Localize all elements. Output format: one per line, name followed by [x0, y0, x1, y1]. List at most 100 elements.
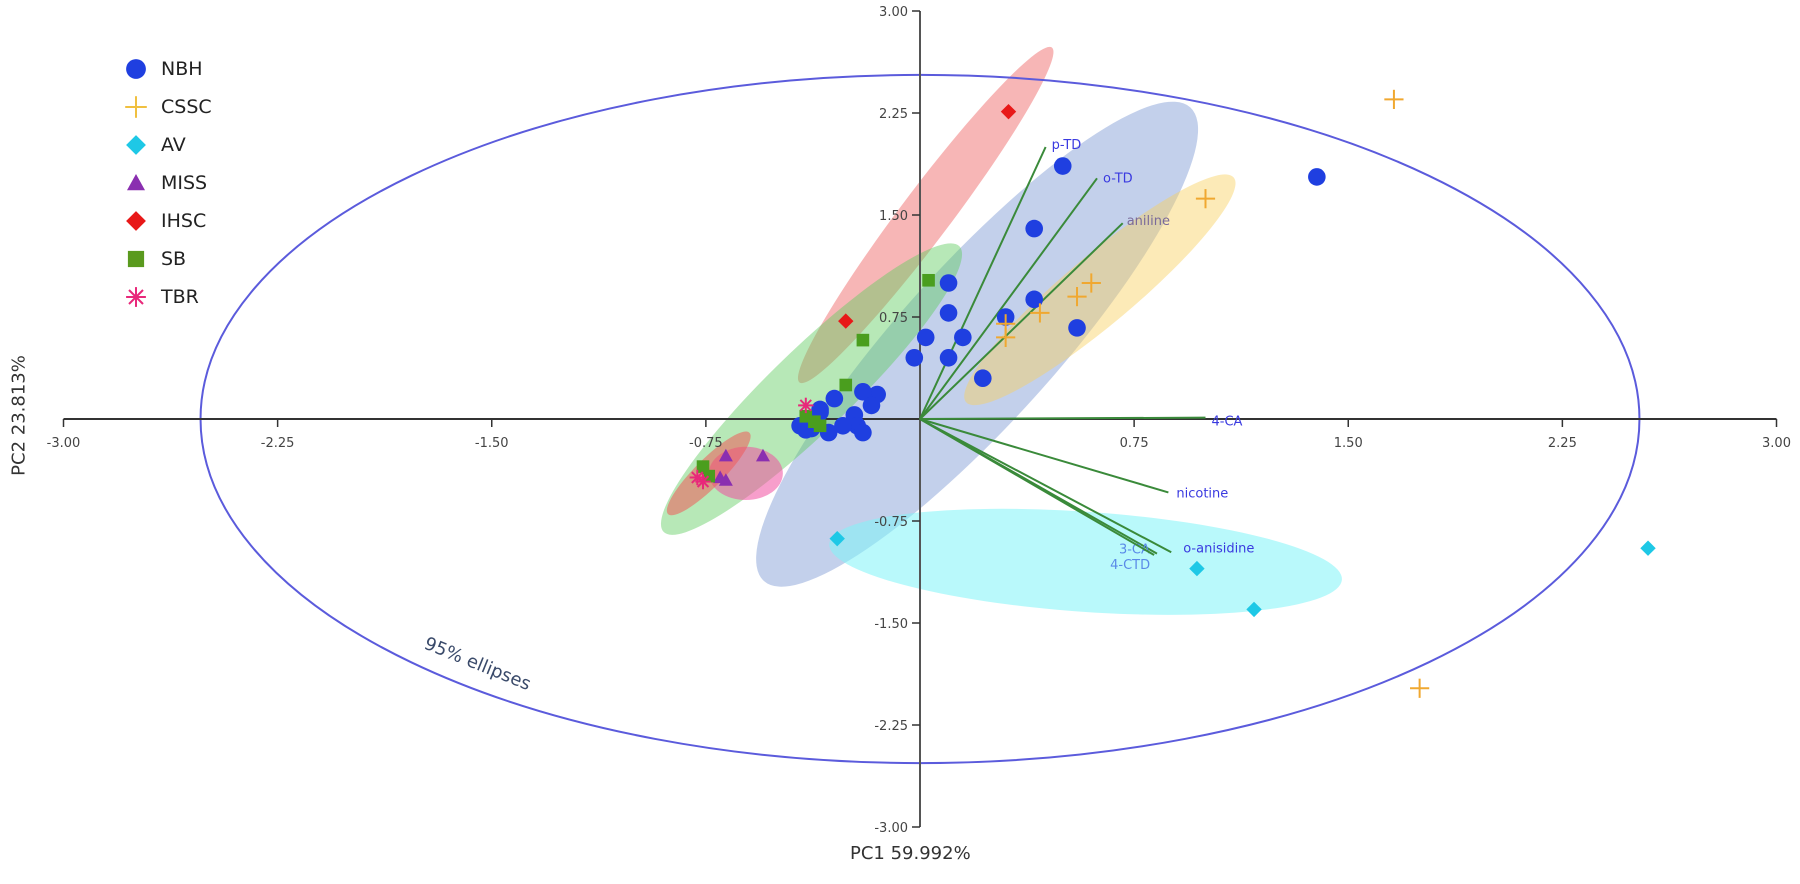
ellipse-nbh: [756, 101, 1199, 587]
asterisk-marker-icon: [125, 286, 147, 308]
x-tick-label: -0.75: [689, 436, 723, 451]
y-tick-label: -3.00: [874, 821, 908, 836]
loading-line: [919, 146, 1047, 420]
point-miss: [718, 448, 733, 462]
loading-label: nicotine: [1176, 486, 1228, 501]
legend-label: SB: [161, 248, 187, 270]
point-tbr: [695, 473, 711, 490]
ellipse-annotation: 95% ellipses: [421, 633, 534, 695]
loading-label: 3-CA: [1119, 543, 1150, 558]
point-sb: [696, 460, 710, 473]
point-cssc: [996, 327, 1016, 347]
plus-marker-icon: [125, 96, 147, 118]
point-sb: [922, 273, 935, 287]
point-av: [1246, 601, 1262, 618]
loading-line: [919, 416, 1206, 420]
point-nbh: [1025, 219, 1043, 238]
point-nbh: [825, 389, 844, 408]
point-cssc: [1067, 287, 1087, 307]
x-tick-label: -3.00: [47, 436, 81, 451]
y-tick-label: 3.00: [879, 5, 908, 20]
loading-line: [919, 222, 1124, 420]
point-miss: [713, 470, 728, 484]
diamond-marker-icon: [125, 210, 147, 232]
point-nbh: [939, 349, 958, 367]
legend-item-av: AV: [125, 126, 212, 164]
x-tick-label: 3.00: [1762, 436, 1791, 451]
point-av: [1189, 560, 1205, 577]
legend-item-ihsc: IHSC: [125, 202, 212, 240]
x-tick-label: -1.50: [475, 436, 509, 451]
point-nbh: [862, 396, 881, 415]
y-tick-label: 0.75: [879, 311, 908, 326]
triangle-marker-icon: [125, 172, 147, 194]
legend-item-cssc: CSSC: [125, 88, 212, 126]
point-cssc: [1195, 189, 1216, 209]
circle-marker-icon: [125, 58, 147, 80]
point-nbh: [1308, 168, 1326, 186]
point-nbh: [1025, 290, 1043, 309]
loading-label: 4-CTD: [1110, 558, 1150, 573]
legend-label: MISS: [161, 172, 208, 194]
y-tick-label: -2.25: [874, 719, 908, 734]
point-nbh: [916, 328, 935, 347]
point-nbh: [834, 417, 852, 435]
point-nbh: [954, 328, 972, 347]
point-miss: [755, 448, 770, 462]
point-nbh: [1068, 319, 1086, 337]
point-sb: [856, 333, 870, 347]
point-nbh: [939, 304, 958, 322]
point-nbh: [974, 369, 992, 388]
data-points: [689, 89, 1656, 698]
ellipse-ihsc: [797, 46, 1054, 384]
legend-item-miss: MISS: [125, 164, 212, 202]
loading-line: [919, 418, 1155, 556]
legend-item-nbh: NBH: [125, 50, 212, 88]
y-tick-label: 2.25: [879, 107, 908, 122]
legend-label: CSSC: [161, 96, 212, 118]
point-nbh: [854, 423, 872, 442]
point-sb: [813, 419, 827, 433]
point-av: [1640, 540, 1656, 556]
loading-label: p-TD: [1052, 138, 1082, 153]
loading-label: aniline: [1127, 214, 1170, 229]
loading-line: [919, 418, 1172, 554]
point-nbh: [939, 274, 958, 292]
ellipse-av: [829, 508, 1342, 615]
x-tick-label: 1.50: [1334, 436, 1363, 451]
square-marker-icon: [125, 248, 147, 270]
loading-line: [919, 177, 1098, 420]
loading-label: o-TD: [1103, 171, 1133, 186]
point-tbr: [798, 397, 814, 414]
point-ihsc: [1000, 103, 1017, 120]
point-cssc: [1384, 89, 1404, 109]
legend-label: TBR: [161, 286, 199, 308]
group-ellipses: [660, 46, 1342, 615]
point-sb: [839, 378, 853, 392]
legend-label: NBH: [161, 58, 203, 80]
point-cssc: [1081, 273, 1101, 293]
x-tick-label: 0.75: [1120, 436, 1149, 451]
x-tick-label: -2.25: [261, 436, 295, 451]
loading-line: [919, 418, 1169, 494]
x-tick-label: 2.25: [1548, 436, 1577, 451]
point-nbh: [905, 349, 924, 367]
point-av: [829, 530, 845, 547]
loading-label: 4-CA: [1212, 415, 1243, 430]
y-tick-label: -0.75: [874, 515, 908, 530]
diamond-marker-icon: [125, 134, 147, 156]
y-tick-label: 1.50: [879, 209, 908, 224]
legend-label: AV: [161, 134, 186, 156]
legend-item-tbr: TBR: [125, 278, 212, 316]
loading-vectors: p-TD o-TD aniline 4-CA nicotine o-anisidine 3-…: [919, 138, 1254, 573]
point-nbh: [854, 383, 872, 401]
y-tick-label: -1.50: [874, 617, 908, 632]
loading-label: o-anisidine: [1183, 541, 1254, 556]
legend-item-sb: SB: [125, 240, 212, 278]
ellipse-cssc: [964, 174, 1236, 406]
y-axis-title: PC2 23.813%: [8, 355, 30, 476]
legend: NBH CSSC AV MISS IHSC SB TBR: [125, 50, 212, 316]
point-cssc: [1030, 303, 1050, 323]
